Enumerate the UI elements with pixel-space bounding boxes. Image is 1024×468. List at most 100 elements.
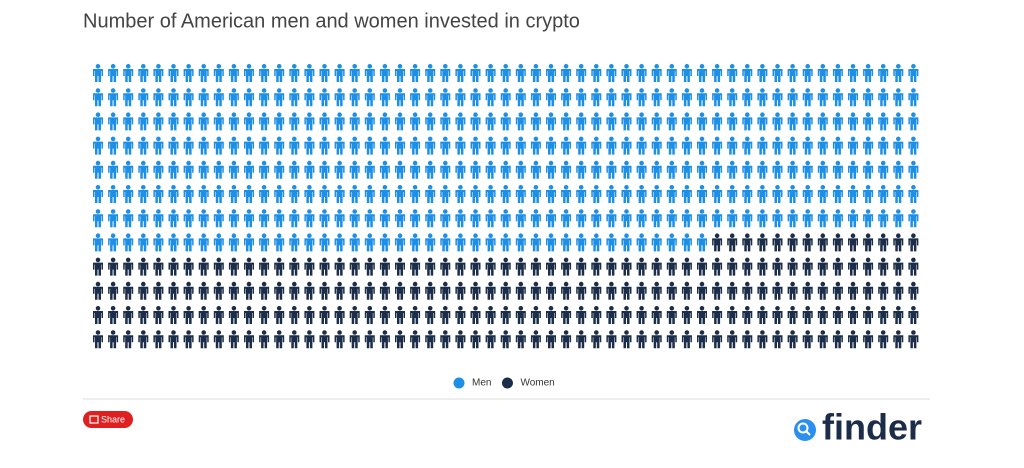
person-icon [546, 330, 556, 349]
person-icon [606, 209, 617, 228]
person-icon [772, 112, 783, 131]
person-icon [455, 330, 466, 349]
person-icon [591, 112, 602, 131]
person-icon [274, 112, 285, 131]
person-icon [621, 330, 632, 349]
person-icon [395, 136, 405, 155]
person-icon [546, 257, 556, 276]
person-icon [576, 63, 587, 82]
person-icon [153, 281, 164, 300]
person-icon [546, 63, 556, 82]
brand-icon [794, 419, 816, 441]
person-icon [440, 88, 451, 107]
person-icon [198, 281, 209, 300]
person-icon [304, 184, 315, 203]
person-icon [244, 257, 254, 276]
person-icon [863, 184, 874, 203]
person-icon [561, 281, 572, 300]
person-icon [455, 233, 466, 252]
person-icon [621, 136, 632, 155]
person-icon [681, 305, 692, 324]
person-icon [742, 209, 753, 228]
person-icon [727, 209, 738, 228]
person-icon [500, 305, 511, 324]
person-icon [319, 112, 330, 131]
person-icon [259, 184, 270, 203]
person-icon [289, 136, 300, 155]
person-icon [485, 160, 496, 179]
share-label[interactable]: Share [101, 414, 125, 424]
person-icon [832, 281, 843, 300]
person-icon [757, 88, 768, 107]
person-icon [425, 184, 436, 203]
person-icon [591, 63, 602, 82]
person-icon [485, 281, 496, 300]
person-icon [228, 281, 239, 300]
person-icon [546, 305, 556, 324]
person-icon [123, 112, 134, 131]
share-button[interactable] [83, 411, 133, 428]
person-icon [304, 281, 315, 300]
person-icon [440, 330, 451, 349]
person-icon [772, 209, 783, 228]
person-icon [500, 112, 511, 131]
person-icon [530, 330, 541, 349]
person-icon [757, 330, 768, 349]
person-icon [395, 63, 405, 82]
person-icon [228, 233, 239, 252]
person-icon [500, 233, 511, 252]
person-icon [455, 136, 466, 155]
person-icon [470, 233, 481, 252]
person-icon [213, 184, 224, 203]
person-icon [364, 184, 375, 203]
person-icon [576, 160, 587, 179]
person-icon [410, 257, 421, 276]
person-icon [319, 281, 330, 300]
person-icon [651, 281, 662, 300]
person-icon [742, 136, 753, 155]
person-icon [93, 257, 103, 276]
person-icon [863, 281, 874, 300]
person-icon [183, 63, 194, 82]
person-icon [561, 112, 572, 131]
person-icon [742, 63, 753, 82]
person-icon [848, 305, 858, 324]
person-icon [410, 281, 421, 300]
person-icon [168, 281, 179, 300]
person-icon [123, 63, 134, 82]
person-icon [712, 330, 723, 349]
person-icon [244, 330, 254, 349]
person-icon [787, 209, 798, 228]
person-icon [863, 88, 874, 107]
person-icon [198, 233, 209, 252]
person-icon [500, 209, 511, 228]
person-icon [606, 305, 617, 324]
person-icon [379, 305, 390, 324]
person-icon [425, 112, 436, 131]
person-icon [817, 63, 828, 82]
person-icon [530, 233, 541, 252]
person-icon [681, 160, 692, 179]
person-icon [681, 112, 692, 131]
person-icon [213, 88, 224, 107]
person-icon [213, 233, 224, 252]
person-icon [410, 233, 421, 252]
person-icon [591, 88, 602, 107]
person-icon [198, 330, 209, 349]
person-icon [832, 184, 843, 203]
person-icon [138, 63, 149, 82]
person-icon [681, 233, 692, 252]
person-icon [244, 112, 254, 131]
person-icon [455, 305, 466, 324]
person-icon [395, 281, 405, 300]
person-icon [772, 184, 783, 203]
person-icon [621, 233, 632, 252]
person-icon [561, 209, 572, 228]
person-icon [636, 330, 647, 349]
person-icon [213, 281, 224, 300]
person-icon [123, 233, 134, 252]
person-icon [666, 184, 677, 203]
person-icon [772, 160, 783, 179]
person-icon [349, 281, 360, 300]
person-icon [244, 136, 254, 155]
